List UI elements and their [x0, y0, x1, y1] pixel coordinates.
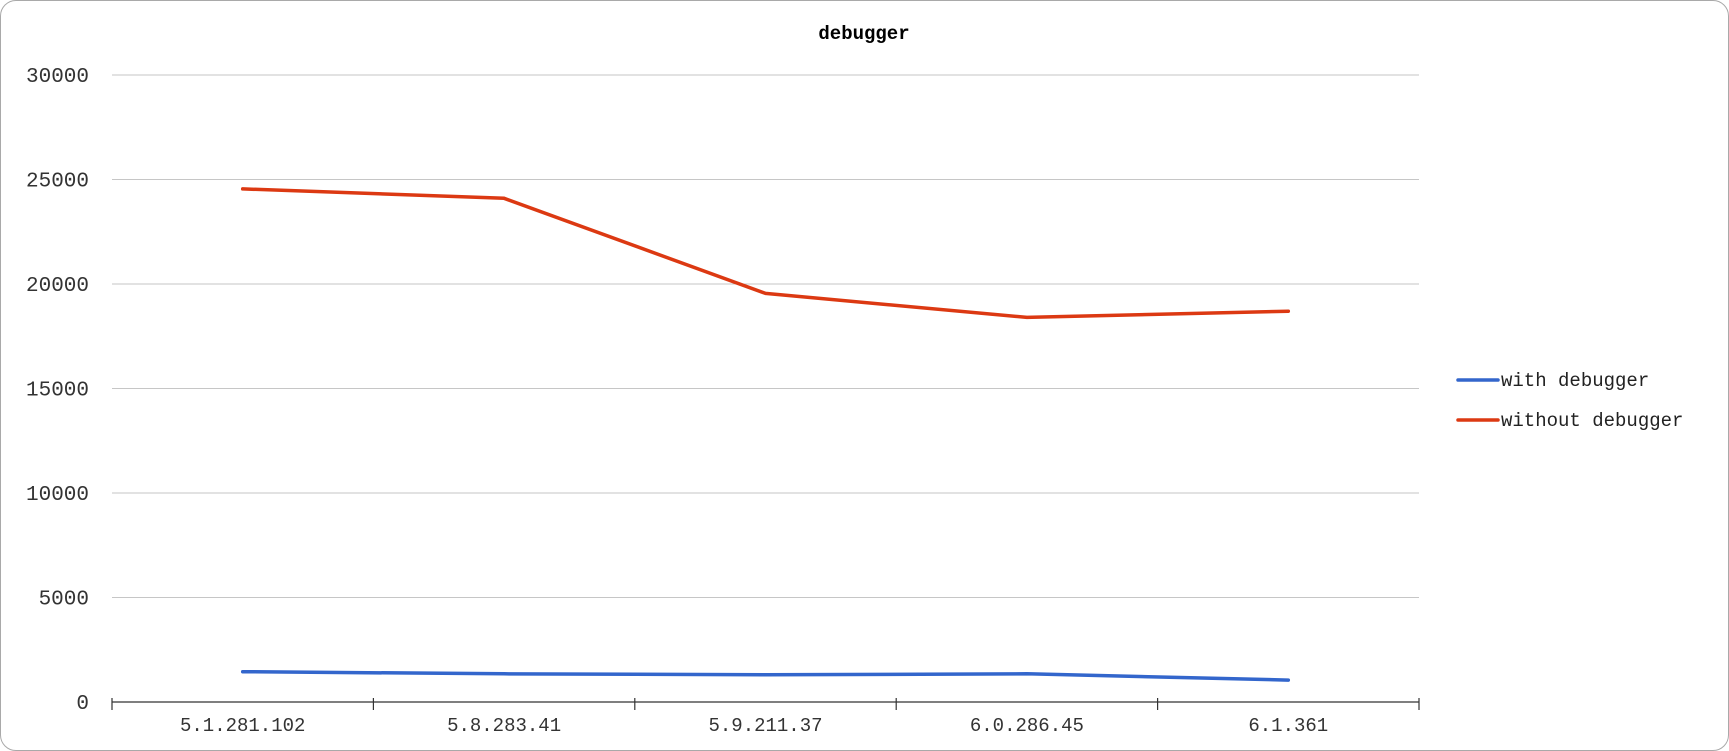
data-point [764, 673, 767, 677]
legend: with debugger without debugger [1456, 370, 1683, 432]
data-point [502, 196, 506, 200]
y-tick-label: 20000 [26, 275, 89, 298]
y-tick-label: 5000 [39, 589, 89, 612]
y-tick-label: 25000 [26, 171, 89, 194]
chart-title: debugger [818, 23, 909, 45]
y-tick-label: 0 [76, 693, 89, 716]
legend-label: without debugger [1501, 410, 1683, 432]
x-axis: 5.1.281.102 5.8.283.41 5.9.211.37 6.0.286.4… [111, 698, 1420, 737]
data-point [1286, 309, 1290, 313]
series-lines [240, 187, 1291, 682]
y-tick-label: 10000 [26, 484, 89, 507]
x-tick-label: 5.9.211.37 [708, 715, 822, 737]
legend-label: with debugger [1501, 370, 1649, 392]
data-point [241, 670, 245, 674]
data-point [241, 187, 245, 191]
data-point [502, 672, 506, 676]
y-tick-label: 15000 [26, 380, 89, 403]
data-point [1286, 678, 1290, 682]
series-line-1 [240, 187, 1291, 320]
x-tick-label: 6.1.361 [1248, 715, 1328, 737]
x-tick-label: 5.1.281.102 [180, 715, 305, 737]
y-tick-label: 30000 [26, 66, 89, 89]
data-point [764, 291, 767, 295]
gridlines [112, 74, 1419, 598]
x-tick-label: 5.8.283.41 [447, 715, 561, 737]
data-point [1025, 315, 1029, 319]
legend-item: with debugger [1456, 370, 1649, 392]
legend-item: without debugger [1456, 410, 1683, 432]
x-tick-label: 6.0.286.45 [970, 715, 1084, 737]
data-point [1025, 672, 1029, 676]
y-axis-ticks: 0 5000 10000 15000 20000 25000 30000 [26, 66, 89, 716]
